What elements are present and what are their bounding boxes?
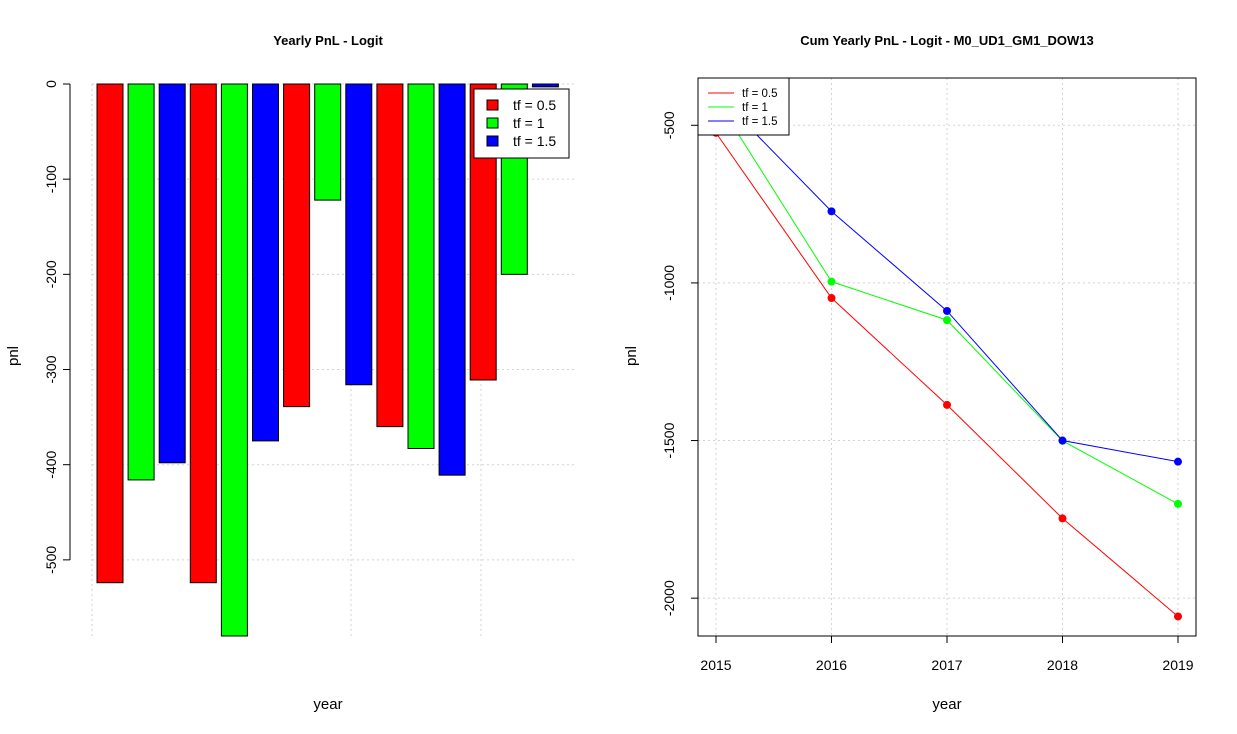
right-chart-title: Cum Yearly PnL - Logit - M0_UD1_GM1_DOW1…: [800, 33, 1094, 48]
left-legend-label: tf = 1: [513, 115, 545, 131]
right-data-point: [1174, 457, 1182, 466]
right-data-point: [1058, 436, 1067, 445]
left-bar: [220, 83, 248, 637]
left-bar-panel: Yearly PnL - Logit year pnl 0 -100 -200 -30…: [5, 33, 577, 713]
left-bar: [283, 83, 311, 408]
right-data-point: [943, 306, 951, 315]
right-x-ticks: 2015 2016 2017 2018 2019: [700, 636, 1194, 673]
right-data-point: [943, 316, 951, 325]
left-bar: [345, 83, 373, 386]
left-y-tick-label: -300: [43, 355, 59, 383]
left-legend: tf = 0.5 tf = 1 tf = 1.5: [473, 88, 570, 159]
right-y-tick-label: -1500: [661, 422, 677, 458]
right-line-panel: Cum Yearly PnL - Logit - M0_UD1_GM1_DOW1…: [623, 33, 1197, 713]
left-y-tick-label: -500: [43, 546, 59, 574]
left-y-tick-label: -400: [43, 450, 59, 478]
right-legend: tf = 0.5 tf = 1 tf = 1.5: [697, 77, 790, 136]
left-y-tick-label: -100: [43, 165, 59, 193]
right-x-tick-label: 2019: [1162, 657, 1193, 673]
left-y-tick-label: -200: [43, 260, 59, 288]
left-bar: [376, 83, 404, 428]
left-legend-swatch: [486, 135, 499, 147]
right-plot-box: [697, 77, 1197, 637]
left-bar: [438, 83, 466, 476]
right-grid: [698, 78, 1196, 636]
left-y-axis-label: pnl: [5, 346, 22, 366]
right-legend-label: tf = 1.5: [742, 116, 777, 128]
right-data-point: [827, 294, 836, 303]
right-data-point: [827, 207, 836, 216]
left-bar: [127, 83, 155, 481]
left-legend-swatch: [486, 117, 499, 129]
right-legend-label: tf = 1: [742, 102, 768, 114]
right-x-tick-label: 2018: [1047, 657, 1078, 673]
left-bar: [314, 83, 342, 201]
right-y-ticks: -500 -1000 -1500 -2000: [661, 111, 698, 616]
right-y-axis-label: pnl: [623, 346, 640, 366]
left-chart-title: Yearly PnL - Logit: [273, 33, 383, 48]
left-y-ticks: 0 -100 -200 -300 -400 -500: [43, 80, 70, 574]
right-y-tick-label: -2000: [661, 580, 677, 616]
left-bar: [531, 83, 559, 88]
left-bar: [407, 83, 435, 450]
left-legend-label: tf = 1.5: [513, 133, 556, 149]
right-y-tick-label: -500: [661, 111, 677, 139]
left-legend-label: tf = 0.5: [513, 97, 556, 113]
right-data-point: [827, 277, 836, 286]
right-y-tick-label: -1000: [661, 265, 677, 301]
left-bar: [189, 83, 217, 584]
right-x-tick-label: 2017: [931, 657, 962, 673]
right-data-point: [1058, 514, 1067, 523]
right-x-tick-label: 2016: [816, 657, 847, 673]
left-bar: [252, 83, 279, 442]
right-legend-label: tf = 0.5: [742, 88, 777, 100]
right-data-point: [943, 400, 951, 409]
left-legend-swatch: [486, 99, 499, 111]
right-data-point: [1174, 499, 1182, 508]
left-bars: [96, 83, 559, 637]
left-bar: [96, 83, 124, 584]
right-x-tick-label: 2015: [700, 657, 731, 673]
right-data-point: [1174, 612, 1182, 621]
left-bar: [158, 83, 186, 464]
left-x-axis-label: year: [313, 696, 342, 713]
left-y-tick-label: 0: [43, 80, 59, 88]
right-x-axis-label: year: [932, 696, 961, 713]
